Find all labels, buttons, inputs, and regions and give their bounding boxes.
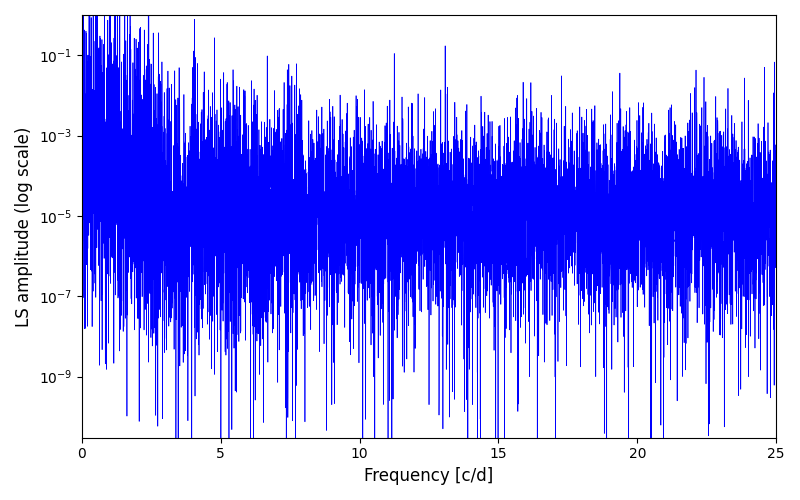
X-axis label: Frequency [c/d]: Frequency [c/d]: [364, 467, 494, 485]
Y-axis label: LS amplitude (log scale): LS amplitude (log scale): [15, 126, 33, 326]
